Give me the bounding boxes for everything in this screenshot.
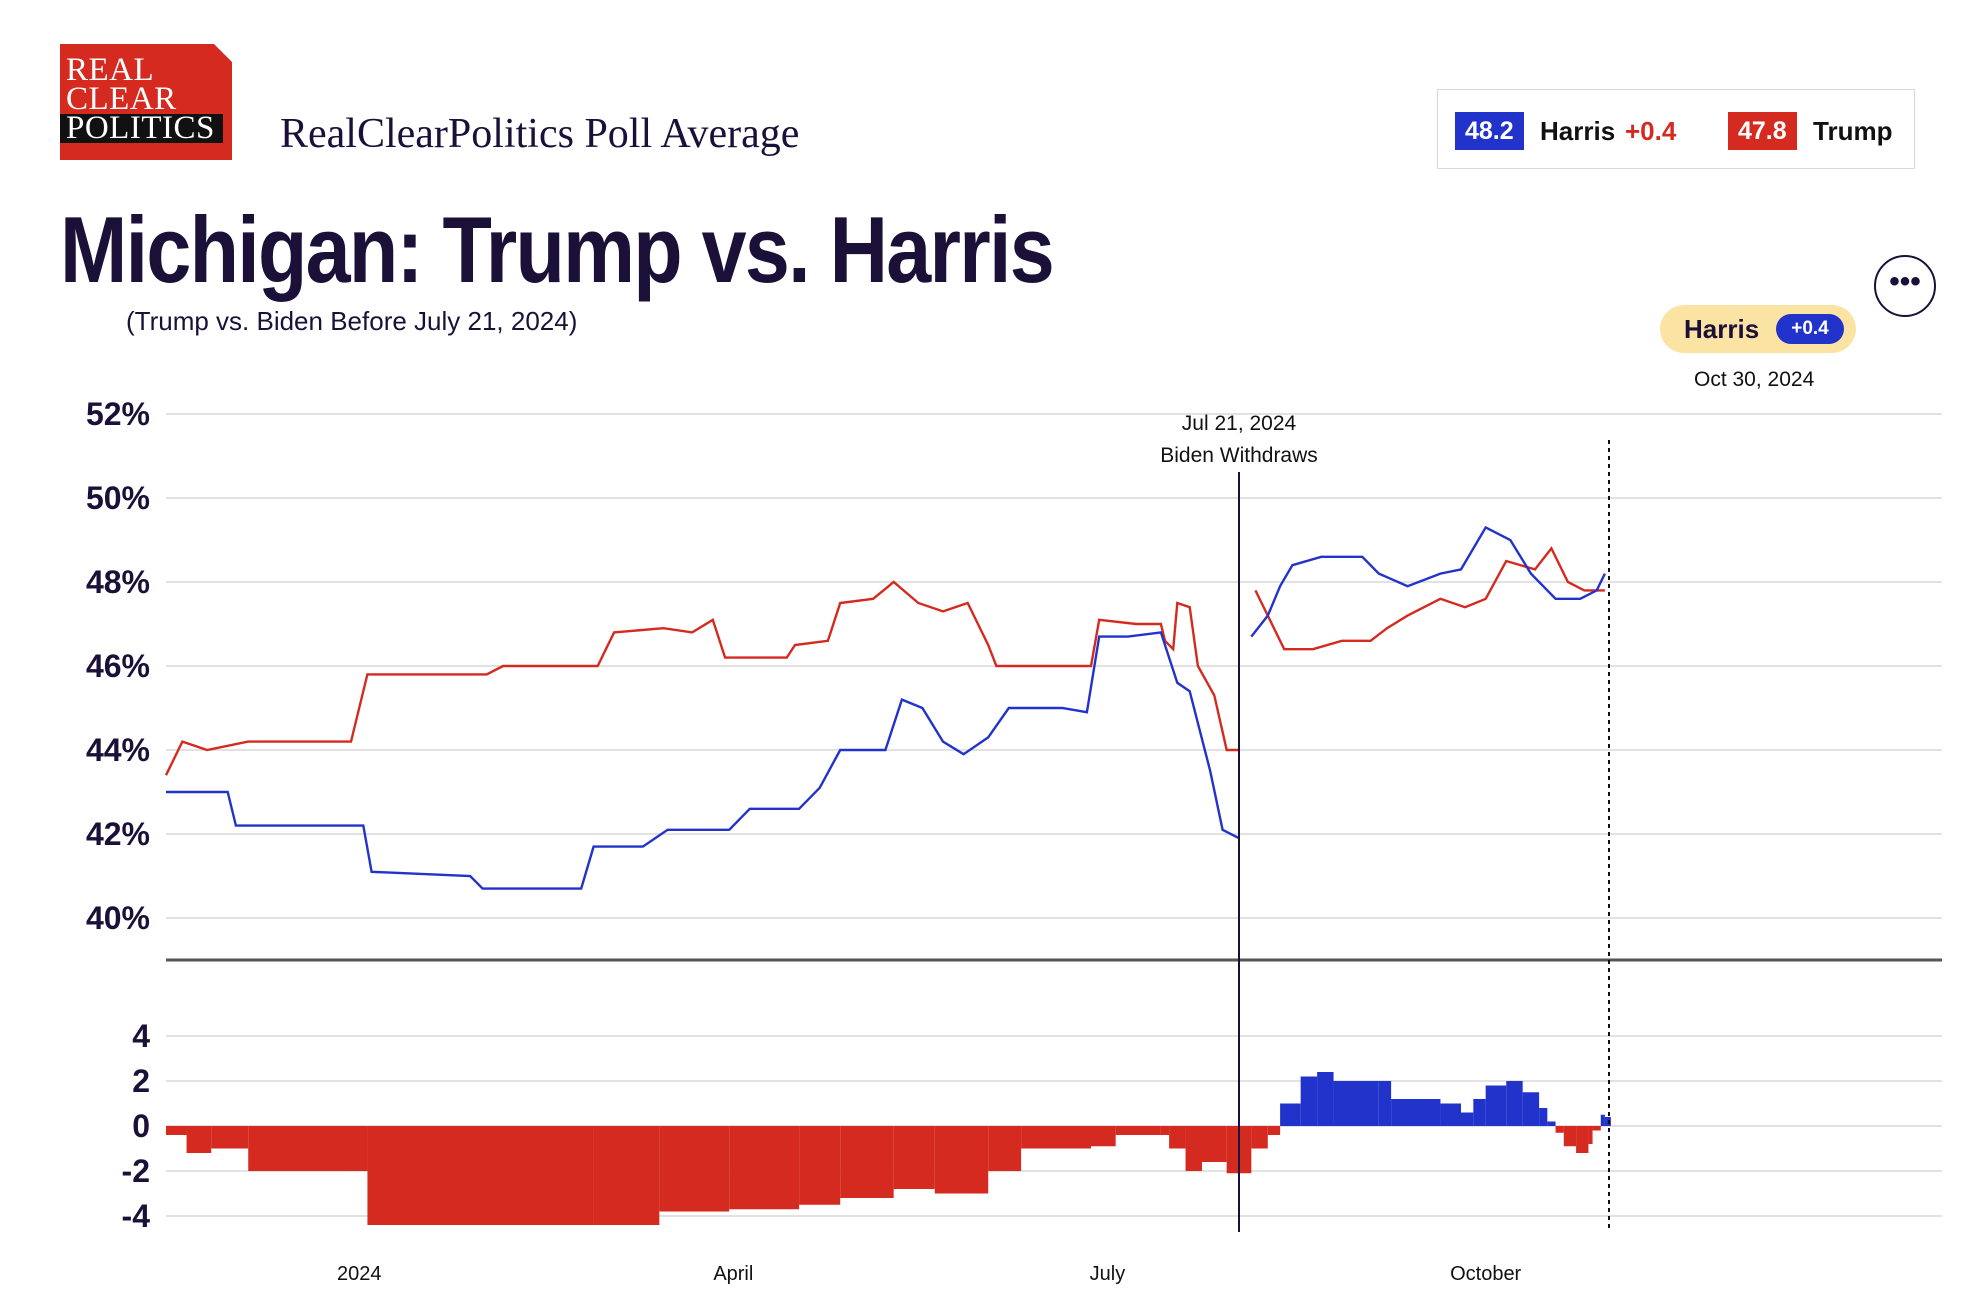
spread-bar (1391, 1099, 1441, 1126)
spread-bar (729, 1126, 800, 1210)
logo-line-2: CLEAR (66, 81, 177, 117)
annotation-date: Jul 21, 2024 (1182, 412, 1297, 435)
brand-subtitle: RealClearPolitics Poll Average (280, 111, 800, 157)
trump-value-badge: 47.8 (1728, 112, 1797, 150)
spread-bar (1485, 1085, 1507, 1126)
spread-bar (1300, 1076, 1318, 1126)
spread-bar (1473, 1099, 1486, 1126)
rcp-logo: REAL CLEAR POLITICS (60, 44, 232, 160)
spread-bar (659, 1126, 730, 1212)
spread-bar (1160, 1126, 1170, 1135)
spread-bar (1539, 1108, 1548, 1126)
bar-y-tick-label: -4 (122, 1198, 151, 1234)
y-tick-label: 44% (86, 732, 150, 768)
y-tick-label: 46% (86, 648, 150, 684)
spread-bar (1267, 1126, 1281, 1135)
harris-spread: +0.4 (1625, 116, 1677, 146)
spread-bar (1226, 1126, 1239, 1174)
spread-bar (1169, 1126, 1186, 1149)
page-title: Michigan: Trump vs. Harris (60, 197, 1055, 302)
y-tick-label: 52% (86, 396, 150, 432)
y-tick-label: 42% (86, 816, 150, 852)
logo-line-3: POLITICS (60, 112, 223, 145)
leader-spread-pill: +0.4 (1776, 314, 1844, 344)
spread-bar (1588, 1126, 1593, 1144)
spread-bar (1091, 1126, 1116, 1147)
leader-name: Harris (1684, 314, 1760, 344)
x-tick-label: July (1090, 1263, 1126, 1285)
series-line (166, 631, 1240, 890)
spread-bar (840, 1126, 894, 1198)
annotation-label: Biden Withdraws (1160, 444, 1318, 467)
x-tick-label: October (1450, 1263, 1521, 1285)
bar-y-tick-label: -2 (122, 1153, 150, 1189)
spread-bar (1440, 1103, 1461, 1126)
spread-bar (1251, 1126, 1268, 1149)
x-tick-label: April (713, 1263, 753, 1285)
logo-fold (214, 44, 232, 62)
spread-bar (1555, 1126, 1564, 1133)
spread-bar (1604, 1117, 1611, 1126)
harris-value-badge: 48.2 (1455, 112, 1524, 150)
series-line (1254, 546, 1605, 651)
more-options-button[interactable]: ••• (1874, 255, 1936, 317)
spread-bar (166, 1126, 187, 1135)
legend-box: 48.2 Harris +0.4 47.8 Trump (1437, 89, 1915, 169)
series-line (1250, 525, 1606, 638)
spread-bar (248, 1126, 368, 1171)
bar-y-tick-label: 4 (132, 1018, 150, 1054)
y-tick-label: 50% (86, 480, 150, 516)
spread-bar (1563, 1126, 1577, 1147)
spread-bar (593, 1126, 660, 1225)
spread-bar (367, 1126, 594, 1225)
more-icon: ••• (1889, 265, 1921, 298)
bar-y-tick-label: 0 (132, 1108, 150, 1144)
leader-badge: Harris +0.4 (1660, 305, 1856, 353)
spread-bar (1378, 1081, 1392, 1126)
spread-bar (1600, 1114, 1605, 1126)
spread-bar (988, 1126, 1022, 1171)
y-tick-label: 48% (86, 564, 150, 600)
bar-y-tick-label: 2 (132, 1063, 150, 1099)
spread-bar (1461, 1112, 1474, 1126)
series-line (164, 580, 1239, 776)
spread-bar (1547, 1121, 1556, 1126)
spread-bar (211, 1126, 249, 1149)
leader-date: Oct 30, 2024 (1694, 368, 1815, 391)
spread-bar (1185, 1126, 1202, 1171)
spread-bar (1317, 1072, 1334, 1126)
trump-legend-name: Trump (1813, 116, 1893, 146)
spread-bar (1522, 1092, 1540, 1126)
x-tick-label: 2024 (337, 1263, 382, 1285)
logo-line-1: REAL (66, 52, 155, 88)
spread-bar (1576, 1126, 1589, 1153)
spread-bar (1333, 1081, 1379, 1126)
spread-bar (1115, 1126, 1161, 1135)
spread-bar (934, 1126, 989, 1194)
spread-bar (1202, 1126, 1227, 1162)
spread-bar (1021, 1126, 1091, 1149)
spread-bar (186, 1126, 212, 1153)
spread-bar (799, 1126, 841, 1205)
spread-bar (1592, 1126, 1601, 1131)
harris-legend-name: Harris (1540, 116, 1616, 146)
spread-bar (893, 1126, 935, 1189)
spread-bar (1280, 1103, 1301, 1126)
page-subtitle: (Trump vs. Biden Before July 21, 2024) (126, 306, 578, 336)
spread-bar (1506, 1081, 1523, 1126)
spread-bar (1239, 1126, 1252, 1174)
y-tick-label: 40% (86, 900, 150, 936)
